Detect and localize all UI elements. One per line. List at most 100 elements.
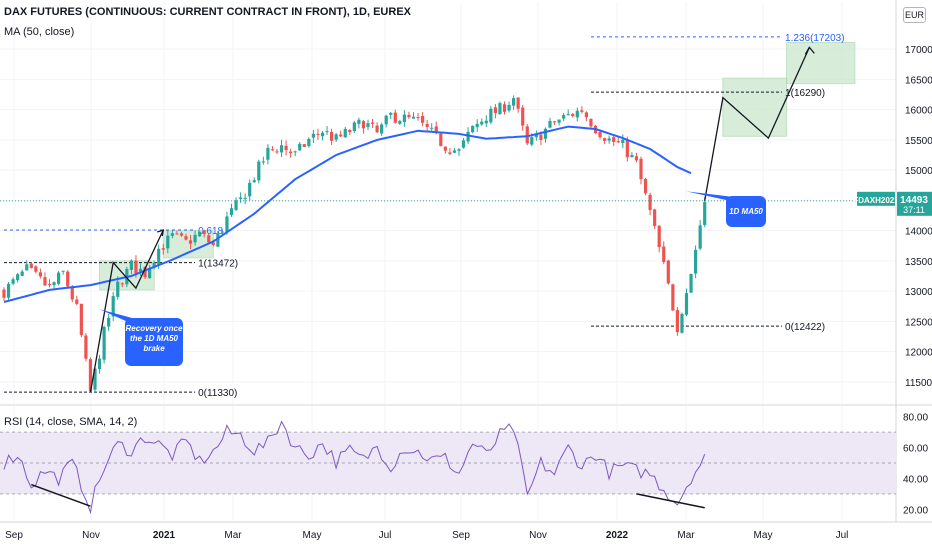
- candle-body: [493, 107, 497, 113]
- candle-body: [439, 133, 443, 146]
- candle-body: [320, 132, 325, 137]
- price-tick-label: 11500: [905, 378, 932, 389]
- callout-pointer: [686, 191, 734, 200]
- candle-body: [657, 225, 661, 248]
- history-path: [89, 229, 164, 393]
- time-tick-label: Jul: [379, 530, 392, 541]
- candle-body: [207, 235, 211, 243]
- candle-body: [370, 122, 375, 124]
- candle-body: [52, 282, 56, 286]
- price-tick-label: 13000: [905, 287, 932, 298]
- candle-body: [348, 130, 352, 133]
- candle-body: [625, 140, 629, 158]
- candle-body: [698, 225, 702, 249]
- candle-body: [680, 313, 684, 333]
- candle-body: [66, 271, 70, 287]
- candle-body: [266, 147, 270, 160]
- price-tick-label: 14000: [905, 227, 932, 238]
- candle-body: [202, 230, 206, 235]
- candle-body: [243, 197, 247, 199]
- projection-path: [704, 47, 810, 201]
- candle-body: [47, 284, 52, 286]
- rsi-tick-label: 20.00: [903, 505, 928, 516]
- ma-indicator-label[interactable]: MA (50, close): [4, 26, 75, 38]
- candle-body: [552, 121, 557, 123]
- candle-body: [530, 137, 534, 145]
- candle-body: [430, 127, 434, 129]
- candle-body: [198, 231, 202, 237]
- candle-body: [516, 97, 520, 109]
- candle-body: [543, 128, 548, 139]
- candle-body: [643, 179, 648, 194]
- rsi-line: [3, 420, 706, 515]
- candle-body: [38, 272, 42, 277]
- candle-body: [684, 293, 689, 315]
- rsi-indicator-label[interactable]: RSI (14, close, SMA, 14, 2): [4, 416, 138, 428]
- candle-body: [502, 104, 507, 112]
- candle-body: [584, 112, 588, 118]
- candle-body: [6, 283, 11, 298]
- candle-body: [484, 120, 488, 124]
- projection-paths: [89, 46, 815, 393]
- candle-body: [393, 112, 397, 123]
- candle-body: [120, 283, 124, 285]
- price-tag-value: 14493: [900, 195, 928, 206]
- candle-body: [534, 133, 538, 138]
- candle-body: [334, 134, 338, 140]
- candle-body: [161, 248, 165, 250]
- price-tick-label: 17000: [905, 45, 932, 56]
- candle-body: [302, 144, 306, 147]
- candle-body: [343, 128, 347, 138]
- candle-body: [411, 116, 416, 119]
- target-box: [786, 42, 856, 85]
- candle-body: [653, 209, 657, 227]
- candle-body: [380, 124, 384, 134]
- candle-body: [220, 231, 224, 233]
- rsi-tick-label: 40.00: [903, 474, 928, 485]
- history-arrowhead: [157, 229, 165, 237]
- symbol-tag-label: FDAXH2022: [853, 196, 899, 205]
- time-tick-label: 2022: [606, 530, 629, 541]
- rsi-divergence-line: [31, 483, 91, 507]
- candle-body: [29, 263, 33, 268]
- candle-body: [298, 143, 302, 151]
- candle-body: [307, 139, 311, 147]
- candlesticks: [2, 95, 707, 394]
- candle-body: [489, 108, 493, 123]
- candle-body: [252, 180, 256, 183]
- candle-body: [175, 233, 179, 235]
- candle-body: [261, 161, 265, 163]
- candle-body: [293, 151, 297, 153]
- candle-body: [93, 368, 97, 390]
- candle-body: [384, 115, 388, 125]
- candle-body: [102, 326, 106, 360]
- candle-body: [694, 249, 698, 274]
- candle-body: [603, 138, 607, 141]
- candle-body: [289, 151, 293, 154]
- candle-body: [257, 161, 261, 181]
- candle-body: [20, 271, 24, 276]
- candle-body: [352, 122, 356, 132]
- currency-badge[interactable]: EUR: [903, 7, 926, 23]
- candle-body: [138, 268, 143, 272]
- candle-body: [461, 140, 466, 148]
- price-tick-label: 15500: [905, 136, 932, 147]
- callout-pointer: [99, 309, 132, 322]
- candle-body: [452, 150, 457, 153]
- candle-body: [471, 125, 475, 133]
- candle-body: [339, 134, 343, 137]
- rsi-divergence-line: [636, 493, 705, 509]
- ma50-line: [3, 125, 692, 303]
- candle-body: [88, 359, 93, 391]
- rsi-path: [3, 420, 706, 515]
- candle-body: [248, 182, 252, 197]
- price-tag: [897, 191, 932, 216]
- ma50-path: [3, 125, 692, 303]
- candle-body: [480, 121, 484, 125]
- chart-title: DAX FUTURES (CONTINUOUS: CURRENT CONTRAC…: [4, 6, 411, 18]
- candle-body: [193, 234, 197, 243]
- candle-body: [97, 358, 102, 369]
- candle-body: [571, 113, 575, 117]
